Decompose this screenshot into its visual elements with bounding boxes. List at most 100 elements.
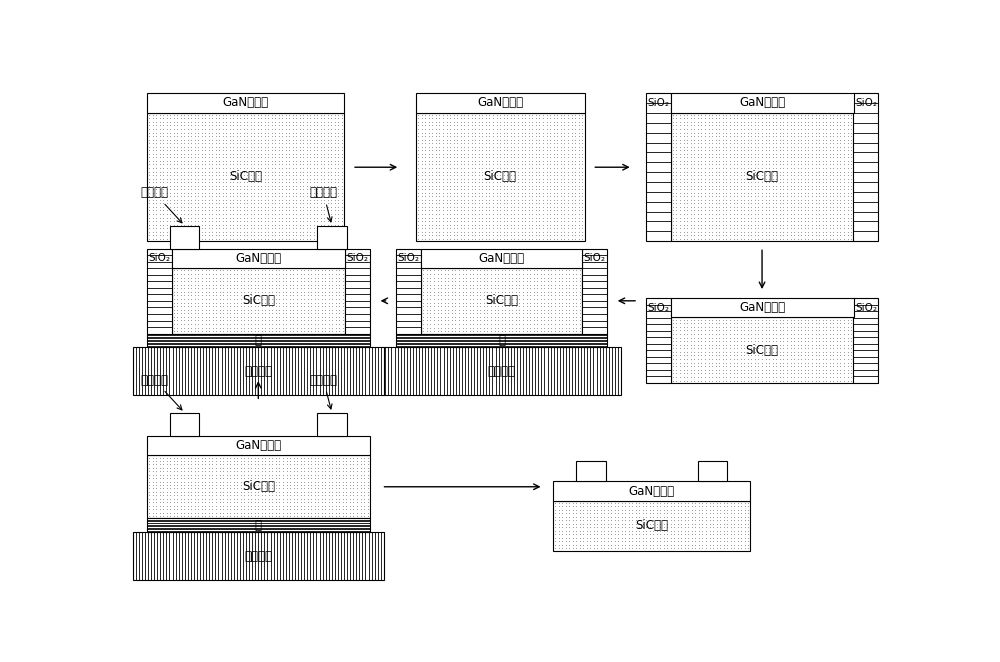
- Point: [631, 536, 647, 547]
- Text: SiC衬底: SiC衬底: [746, 344, 779, 357]
- Point: [415, 322, 431, 333]
- Point: [549, 205, 565, 216]
- Point: [716, 508, 732, 519]
- Point: [496, 181, 512, 191]
- Point: [786, 124, 802, 134]
- Point: [446, 219, 462, 230]
- Point: [679, 184, 695, 195]
- Point: [822, 332, 838, 343]
- Point: [467, 156, 483, 166]
- Point: [758, 226, 774, 237]
- Point: [722, 156, 738, 166]
- Point: [733, 213, 749, 223]
- Point: [431, 173, 447, 184]
- Point: [155, 134, 171, 145]
- Point: [768, 318, 784, 328]
- Point: [691, 529, 707, 540]
- Point: [747, 234, 763, 244]
- Point: [673, 508, 689, 519]
- Point: [253, 219, 269, 230]
- Point: [677, 515, 693, 526]
- Point: [783, 184, 799, 195]
- Point: [310, 305, 326, 315]
- Point: [187, 452, 203, 463]
- Point: [743, 159, 759, 169]
- Point: [218, 134, 234, 145]
- Point: [335, 319, 351, 330]
- Point: [558, 319, 574, 330]
- Point: [554, 301, 570, 312]
- Point: [783, 357, 799, 368]
- Point: [229, 159, 245, 169]
- Point: [811, 209, 827, 219]
- Point: [218, 145, 234, 156]
- Point: [148, 205, 164, 216]
- Point: [711, 145, 727, 156]
- Point: [299, 219, 315, 230]
- Point: [747, 325, 763, 336]
- Point: [240, 326, 256, 336]
- Point: [726, 501, 742, 512]
- Point: [499, 198, 515, 209]
- Point: [511, 297, 527, 308]
- Point: [589, 522, 605, 533]
- Point: [169, 301, 185, 312]
- Point: [677, 540, 693, 550]
- Point: [190, 480, 206, 491]
- Point: [832, 173, 848, 184]
- Point: [476, 265, 492, 275]
- Point: [607, 501, 623, 512]
- Point: [697, 173, 713, 184]
- Point: [740, 347, 756, 357]
- Point: [233, 272, 249, 283]
- Point: [222, 504, 238, 514]
- Point: [829, 347, 845, 357]
- Point: [663, 498, 679, 508]
- Point: [536, 297, 552, 308]
- Point: [261, 269, 277, 279]
- Point: [169, 265, 185, 275]
- Point: [554, 518, 570, 529]
- Point: [668, 163, 684, 173]
- Point: [342, 469, 358, 480]
- Point: [514, 181, 530, 191]
- Point: [187, 319, 203, 330]
- Point: [797, 195, 813, 205]
- Point: [635, 540, 651, 550]
- Point: [453, 177, 469, 187]
- Point: [331, 480, 347, 491]
- Point: [694, 533, 710, 544]
- Point: [503, 166, 519, 177]
- Point: [198, 287, 214, 297]
- Point: [676, 234, 692, 244]
- Point: [790, 332, 806, 343]
- Point: [219, 490, 235, 500]
- Point: [296, 477, 312, 487]
- Point: [804, 142, 820, 152]
- Point: [335, 308, 351, 318]
- Point: [793, 219, 809, 230]
- Bar: [421, 268, 582, 334]
- Point: [786, 127, 802, 138]
- Point: [292, 230, 308, 240]
- Point: [166, 191, 182, 202]
- Point: [719, 501, 735, 512]
- Point: [487, 272, 503, 283]
- Point: [704, 145, 720, 156]
- Point: [275, 483, 291, 494]
- Point: [503, 219, 519, 230]
- Point: [194, 497, 210, 508]
- Point: [832, 226, 848, 237]
- Point: [173, 209, 189, 219]
- Point: [818, 325, 834, 336]
- Point: [811, 177, 827, 187]
- Point: [567, 177, 583, 187]
- Point: [219, 294, 235, 305]
- Point: [702, 522, 718, 533]
- Point: [226, 287, 242, 297]
- Point: [316, 145, 332, 156]
- Point: [645, 522, 661, 533]
- Point: [299, 110, 315, 120]
- Point: [743, 195, 759, 205]
- Point: [271, 490, 287, 500]
